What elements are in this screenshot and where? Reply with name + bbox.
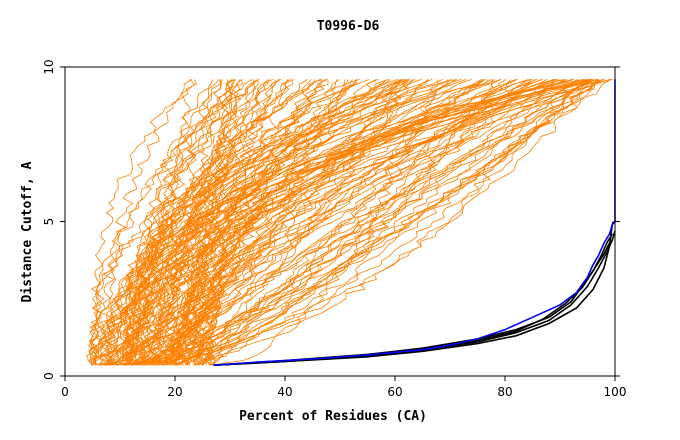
background-series-line: [169, 79, 239, 366]
background-series-line: [192, 79, 401, 366]
background-series-line: [204, 79, 429, 366]
background-series-line: [150, 79, 467, 366]
background-series-line: [130, 79, 243, 366]
x-axis-label: Percent of Residues (CA): [239, 409, 427, 424]
y-tick-label: 10: [42, 59, 56, 74]
background-series-line: [135, 79, 323, 366]
background-series-line: [115, 79, 416, 366]
background-series-line: [104, 79, 222, 366]
background-series-line: [88, 79, 260, 366]
background-series-line: [153, 79, 577, 366]
background-series-line: [135, 79, 518, 366]
background-series-line: [196, 79, 270, 366]
y-axis-ticks: 0 5 10: [42, 59, 620, 380]
background-series-line: [93, 79, 388, 366]
series-line-blue: [213, 79, 616, 366]
background-series-line: [201, 79, 602, 366]
background-series-line: [118, 79, 321, 366]
background-series-line: [192, 79, 591, 366]
background-series-line: [155, 79, 597, 366]
background-series-line: [204, 79, 411, 366]
background-series-line: [205, 79, 413, 366]
background-series-line: [125, 79, 574, 366]
x-tick-label: 40: [277, 385, 292, 399]
x-axis-ticks: 0 20 40 60 80 100: [61, 376, 626, 399]
background-series-line: [175, 79, 548, 366]
background-series-group: [85, 79, 613, 366]
background-series-line: [137, 79, 588, 366]
background-series-line: [166, 79, 316, 366]
x-tick-label: 80: [497, 385, 512, 399]
background-series-line: [85, 79, 585, 366]
series-line-black-1: [213, 221, 615, 366]
y-axis-label: Distance Cutoff, A: [20, 161, 35, 302]
y-tick-label: 5: [42, 218, 56, 226]
background-series-line: [92, 79, 443, 366]
background-series-line: [149, 79, 486, 366]
background-series-line: [210, 79, 580, 366]
background-series-line: [209, 79, 592, 366]
background-series-line: [162, 79, 308, 366]
background-series-line: [142, 79, 564, 366]
background-series-line: [128, 79, 404, 366]
background-series-line: [99, 79, 197, 366]
background-series-line: [114, 79, 600, 366]
x-tick-label: 60: [387, 385, 402, 399]
background-series-line: [99, 79, 501, 366]
x-tick-label: 100: [604, 385, 627, 399]
background-series-line: [172, 79, 558, 366]
background-series-line: [142, 79, 600, 366]
background-series-line: [195, 79, 377, 366]
x-tick-label: 0: [61, 385, 69, 399]
background-series-line: [170, 79, 554, 366]
background-series-line: [192, 79, 536, 366]
background-series-line: [124, 79, 404, 366]
background-series-line: [92, 79, 516, 366]
background-series-line: [175, 79, 591, 366]
background-series-line: [132, 79, 560, 366]
background-series-line: [173, 79, 462, 366]
background-series-line: [196, 79, 604, 366]
highlight-series-group: [213, 79, 616, 366]
background-series-line: [177, 79, 556, 366]
background-series-line: [184, 79, 599, 366]
background-series-line: [182, 79, 255, 366]
background-series-line: [172, 79, 407, 366]
background-series-line: [146, 79, 456, 366]
x-tick-label: 20: [167, 385, 182, 399]
background-series-line: [140, 79, 234, 366]
series-line-black-3: [213, 233, 613, 366]
background-series-line: [122, 79, 489, 366]
series-line-black-2: [213, 230, 616, 366]
background-series-line: [90, 79, 193, 366]
series-line-black-4: [213, 242, 611, 366]
chart-title: T0996-D6: [317, 19, 380, 34]
y-tick-label: 0: [42, 372, 56, 380]
